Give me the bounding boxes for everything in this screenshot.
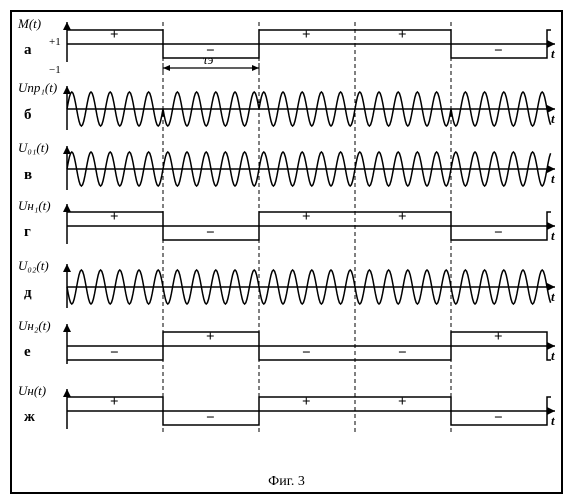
minus-sign: − — [494, 410, 503, 427]
figure-caption: Фиг. 3 — [12, 474, 561, 490]
minus-sign: − — [302, 345, 311, 362]
plus-sign: + — [302, 27, 311, 44]
plus-sign: + — [110, 27, 119, 44]
row-b: Uпр₁(t)бt — [12, 84, 561, 139]
plus-sign: + — [302, 394, 311, 411]
row-e: Uн₂(t)еt−+−−+ — [12, 322, 561, 377]
plot-d — [12, 262, 561, 317]
minus-sign: − — [398, 345, 407, 362]
minus-sign: − — [206, 225, 215, 242]
plot-g — [12, 202, 561, 257]
minus-sign: − — [494, 225, 503, 242]
plus-sign: + — [494, 329, 503, 346]
minus-sign: − — [110, 345, 119, 362]
row-a: M(t)а+1−1tτэ+−++− — [12, 20, 561, 75]
plus-sign: + — [110, 394, 119, 411]
figure-frame: M(t)а+1−1tτэ+−++−Uпр₁(t)бtU₀₁(t)вtUн₁(t)… — [10, 10, 563, 494]
plus-sign: + — [110, 209, 119, 226]
plot-e — [12, 322, 561, 377]
row-zh: Uн(t)жt+−++− — [12, 387, 561, 442]
row-v: U₀₁(t)вt — [12, 144, 561, 199]
plot-a — [12, 20, 561, 75]
plot-zh — [12, 387, 561, 442]
plot-v — [12, 144, 561, 199]
plot-b — [12, 84, 561, 139]
minus-sign: − — [206, 410, 215, 427]
plus-sign: + — [206, 329, 215, 346]
minus-sign: − — [206, 43, 215, 60]
row-d: U₀₂(t)дt — [12, 262, 561, 317]
plus-sign: + — [398, 394, 407, 411]
plus-sign: + — [398, 209, 407, 226]
plus-sign: + — [398, 27, 407, 44]
row-g: Uн₁(t)гt+−++− — [12, 202, 561, 257]
plus-sign: + — [302, 209, 311, 226]
minus-sign: − — [494, 43, 503, 60]
